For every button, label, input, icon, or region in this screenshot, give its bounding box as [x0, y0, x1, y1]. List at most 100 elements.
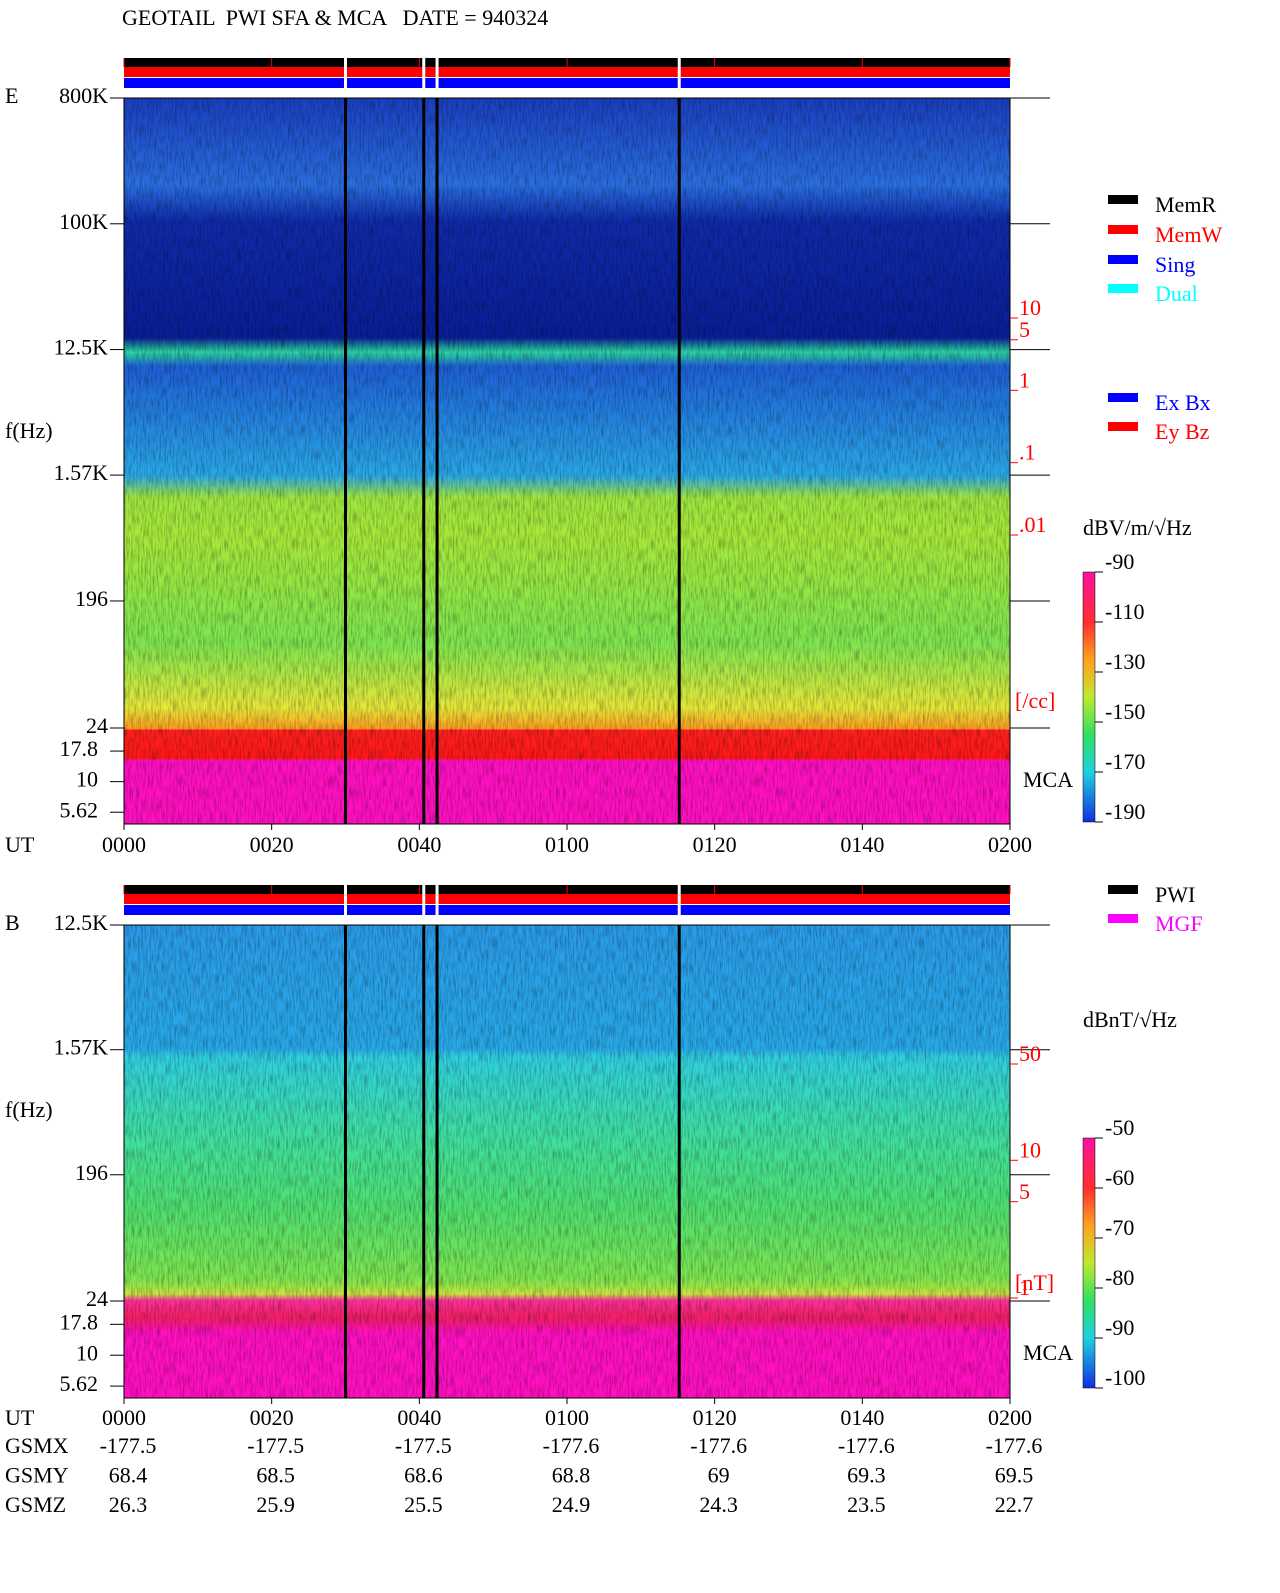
- mca-label: MCA: [1023, 767, 1073, 792]
- y-axis-label: f(Hz): [5, 418, 53, 443]
- colorbar-label: dBnT/√Hz: [1083, 1007, 1177, 1032]
- mca-tick-label: 17.8: [60, 1309, 99, 1334]
- orbit-value: 22.7: [995, 1492, 1034, 1517]
- orbit-value: 69.5: [995, 1463, 1034, 1488]
- colorbar-tick-label: -190: [1105, 799, 1145, 824]
- x-tick-label: 0040: [397, 832, 441, 857]
- mca-tick-label: 10: [76, 1340, 98, 1365]
- y2-tick-label: .1: [1019, 440, 1036, 465]
- y-tick-label: 800K: [59, 83, 108, 108]
- orbit-value: -177.6: [838, 1433, 895, 1458]
- x-axis-label: UT: [5, 832, 35, 857]
- x-tick-label: 0040: [397, 1405, 441, 1430]
- y2-tick-label: 1: [1019, 1275, 1030, 1300]
- orbit-value: -177.5: [100, 1433, 157, 1458]
- x-tick-label: 0120: [693, 832, 737, 857]
- y-tick-label: 1.57K: [54, 1035, 109, 1060]
- legend-swatch: [1108, 255, 1138, 264]
- y2-tick-label: 10: [1019, 1137, 1041, 1162]
- orbit-value: 68.5: [256, 1463, 295, 1488]
- x-tick-label: 0200: [988, 832, 1032, 857]
- legend-label: Ey Bz: [1155, 419, 1210, 444]
- orbit-value: 24.3: [699, 1492, 738, 1517]
- colorbar-tick-label: -110: [1105, 599, 1145, 624]
- orbit-value: 26.3: [109, 1492, 148, 1517]
- colorbar-tick-label: -60: [1105, 1165, 1134, 1190]
- orbit-row-label: GSMX: [5, 1433, 69, 1458]
- x-tick-label: 0140: [840, 1405, 884, 1430]
- x-axis-label: UT: [5, 1405, 35, 1430]
- orbit-value: -177.5: [247, 1433, 304, 1458]
- y2-tick-label: 50: [1019, 1041, 1041, 1066]
- legend-swatch: [1108, 885, 1138, 894]
- chart-title: GEOTAIL PWI SFA & MCA DATE = 940324: [122, 5, 548, 30]
- y2-tick-label: 10: [1019, 295, 1041, 320]
- spectrogram-texture: [124, 98, 1010, 824]
- orbit-value: 69.3: [847, 1463, 886, 1488]
- x-tick-label: 0100: [545, 832, 589, 857]
- status-bar: [124, 894, 1010, 904]
- orbit-value: 25.9: [256, 1492, 295, 1517]
- legend-label: Sing: [1155, 252, 1195, 277]
- y-tick-label: 12.5K: [54, 910, 109, 935]
- y2-tick-label: 5: [1019, 1179, 1030, 1204]
- x-tick-label: 0020: [250, 832, 294, 857]
- status-bar: [124, 905, 1010, 915]
- x-tick-label: 0120: [693, 1405, 737, 1430]
- colorbar-tick-label: -130: [1105, 649, 1145, 674]
- legend-label: PWI: [1155, 882, 1195, 907]
- x-tick-label: 0200: [988, 1405, 1032, 1430]
- legend-label: Ex Bx: [1155, 390, 1211, 415]
- legend-swatch: [1108, 284, 1138, 293]
- orbit-value: 23.5: [847, 1492, 886, 1517]
- legend-label: MGF: [1155, 911, 1203, 936]
- mca-label: MCA: [1023, 1340, 1073, 1365]
- orbit-value: -177.5: [395, 1433, 452, 1458]
- y2-tick-label: 5: [1019, 317, 1030, 342]
- y-tick-label: 1.57K: [54, 460, 109, 485]
- legend-swatch: [1108, 195, 1138, 204]
- y2-label: [/cc]: [1015, 688, 1055, 713]
- mca-tick-label: 5.62: [60, 1371, 99, 1396]
- mca-tick-label: 17.8: [60, 736, 99, 761]
- orbit-value: 68.4: [109, 1463, 148, 1488]
- status-bar: [124, 78, 1010, 88]
- colorbar-tick-label: -90: [1105, 1315, 1134, 1340]
- colorbar-tick-label: -80: [1105, 1265, 1134, 1290]
- colorbar-tick-label: -50: [1105, 1115, 1134, 1140]
- orbit-value: 68.6: [404, 1463, 443, 1488]
- orbit-value: 68.8: [552, 1463, 591, 1488]
- y-tick-label: 100K: [59, 209, 108, 234]
- y-tick-label: 196: [75, 586, 108, 611]
- orbit-row-label: GSMZ: [5, 1492, 66, 1517]
- y-axis-label: f(Hz): [5, 1097, 53, 1122]
- status-bar: [124, 67, 1010, 77]
- colorbar: [1082, 571, 1096, 823]
- spectrogram-texture: [124, 925, 1010, 1398]
- colorbar: [1082, 1137, 1096, 1389]
- orbit-value: -177.6: [986, 1433, 1043, 1458]
- orbit-value: 24.9: [552, 1492, 591, 1517]
- legend-label: Dual: [1155, 281, 1198, 306]
- legend-swatch: [1108, 225, 1138, 234]
- y-tick-label: 24: [86, 713, 108, 738]
- x-tick-label: 0000: [102, 832, 146, 857]
- orbit-row-label: GSMY: [5, 1463, 69, 1488]
- y-tick-label: 24: [86, 1286, 108, 1311]
- x-tick-label: 0100: [545, 1405, 589, 1430]
- x-tick-label: 0020: [250, 1405, 294, 1430]
- y-tick-label: 12.5K: [54, 335, 109, 360]
- colorbar-tick-label: -150: [1105, 699, 1145, 724]
- y2-tick-label: .01: [1019, 512, 1047, 537]
- legend-label: MemR: [1155, 192, 1216, 217]
- legend-swatch: [1108, 422, 1138, 431]
- mca-tick-label: 5.62: [60, 797, 99, 822]
- orbit-value: 25.5: [404, 1492, 443, 1517]
- colorbar-label: dBV/m/√Hz: [1083, 515, 1192, 540]
- x-tick-label: 0000: [102, 1405, 146, 1430]
- panel-label: E: [5, 83, 18, 108]
- legend-swatch: [1108, 914, 1138, 923]
- colorbar-tick-label: -170: [1105, 749, 1145, 774]
